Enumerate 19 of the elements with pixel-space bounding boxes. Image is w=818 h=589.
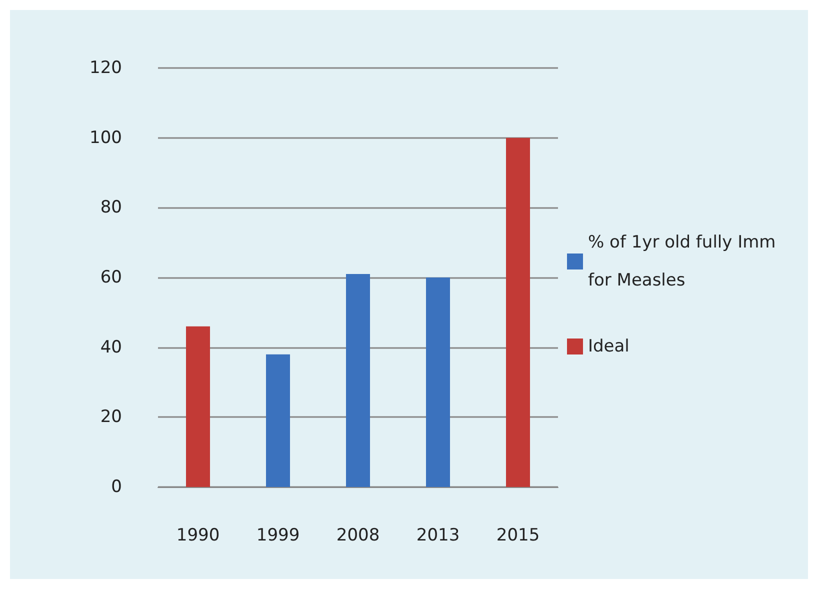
x-tick-label: 2015 [496,526,540,546]
y-tick-label: 60 [100,268,122,288]
bar [266,354,290,487]
y-tick-label: 80 [100,198,122,218]
x-tick-label: 1990 [176,526,220,546]
bar [346,274,370,487]
y-tick-label: 0 [111,477,122,497]
bar [186,326,210,487]
x-tick-label: 1999 [256,526,300,546]
legend-label: % of 1yr old fully Imm for Measles [588,232,782,290]
x-tick-label: 2013 [416,526,460,546]
bar [426,278,450,487]
x-tick-label: 2008 [336,526,380,546]
bar [506,138,530,487]
legend-label: Ideal [588,336,630,356]
y-tick-label: 120 [90,58,122,78]
y-tick-label: 40 [100,337,122,358]
y-tick-label: 100 [90,128,122,148]
y-tick-label: 20 [100,407,122,428]
